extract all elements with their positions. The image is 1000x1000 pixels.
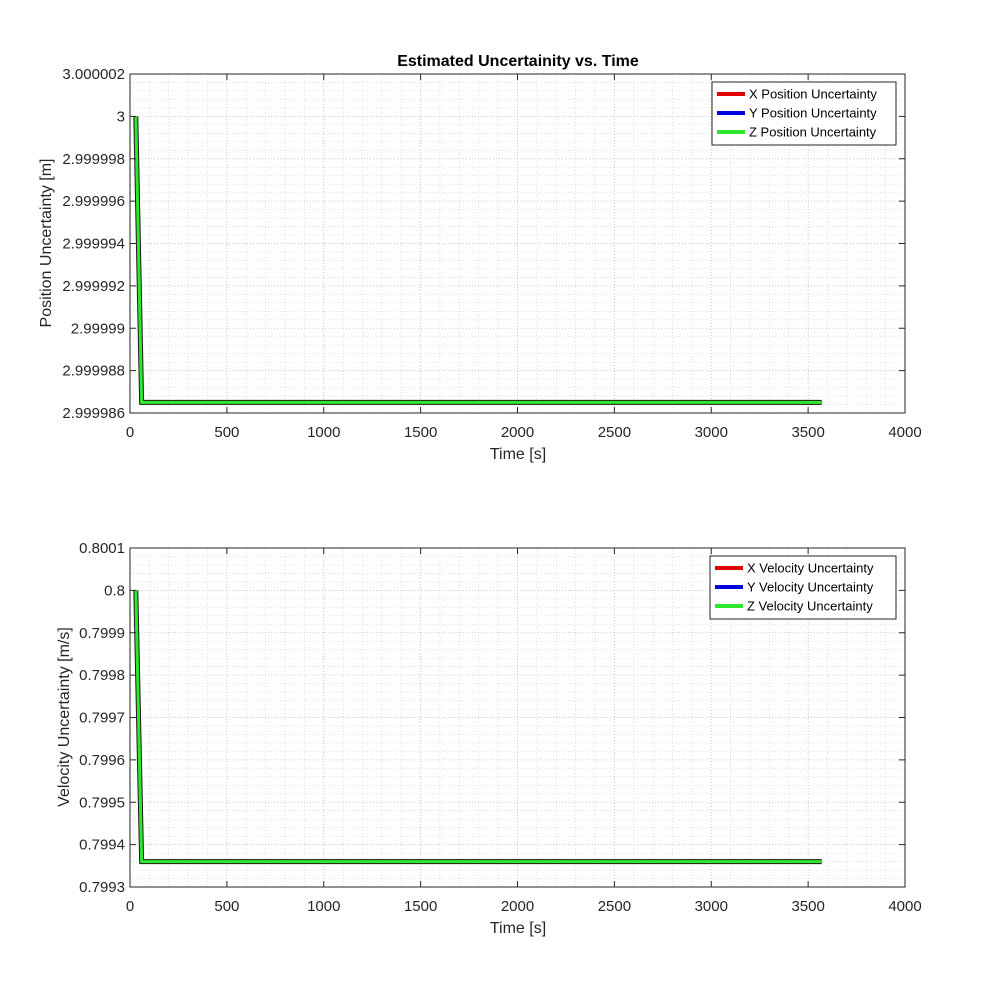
position-uncertainty-plot: Estimated Uncertainity vs. Time 0 500 1000… xyxy=(38,53,922,463)
y-tick-label: 2.999992 xyxy=(62,278,125,295)
x-tick-label: 1000 xyxy=(307,424,340,441)
x-tick-label: 3500 xyxy=(791,424,824,441)
x-tick-label: 0 xyxy=(126,898,134,915)
y-tick-label: 0.7999 xyxy=(79,625,125,642)
y-tick-label: 2.999986 xyxy=(62,405,125,422)
x-tick-label: 0 xyxy=(126,424,134,441)
x-tick-label: 4000 xyxy=(888,898,921,915)
series-line-3 xyxy=(134,116,822,404)
y-tick-label: 0.7994 xyxy=(79,837,125,854)
y-tick-label: 3 xyxy=(117,108,125,125)
legend-label: Y Position Uncertainty xyxy=(749,106,877,121)
x-tick-label: 1500 xyxy=(404,898,437,915)
series-line-3 xyxy=(134,590,822,864)
x-axis-label: Time [s] xyxy=(490,920,546,937)
chart-title: Estimated Uncertainity vs. Time xyxy=(397,53,639,70)
legend-label: Z Position Uncertainty xyxy=(749,125,877,140)
y-tick-label: 0.8001 xyxy=(79,540,125,557)
y-axis-label: Position Uncertainty [m] xyxy=(38,159,55,328)
y-tick-label: 2.999996 xyxy=(62,193,125,210)
x-tick-label: 4000 xyxy=(888,424,921,441)
y-tick-label: 3.000002 xyxy=(62,66,125,83)
y-tick-label: 0.8 xyxy=(104,582,125,599)
x-tick-label: 2000 xyxy=(501,898,534,915)
y-tick-label: 0.7995 xyxy=(79,794,125,811)
y-tick-label: 2.999998 xyxy=(62,151,125,168)
x-tick-label: 2500 xyxy=(598,424,631,441)
legend-label: Y Velocity Uncertainty xyxy=(747,580,874,595)
x-tick-label: 1500 xyxy=(404,424,437,441)
y-tick-label: 0.7998 xyxy=(79,667,125,684)
legend: X Velocity Uncertainty Y Velocity Uncerta… xyxy=(709,555,897,620)
legend-label: X Velocity Uncertainty xyxy=(747,561,874,576)
y-tick-label: 0.7997 xyxy=(79,710,125,727)
y-tick-label: 0.7993 xyxy=(79,879,125,896)
x-tick-label: 2500 xyxy=(598,898,631,915)
x-tick-label: 500 xyxy=(214,898,239,915)
velocity-uncertainty-plot: 0 500 1000 1500 2000 2500 3000 3500 4000 0.7993 0.… xyxy=(56,540,922,937)
x-tick-label: 3000 xyxy=(695,424,728,441)
y-tick-label: 2.99999 xyxy=(71,320,125,337)
y-tick-label: 2.999994 xyxy=(62,236,125,253)
legend-label: X Position Uncertainty xyxy=(749,87,877,102)
x-tick-label: 1000 xyxy=(307,898,340,915)
x-axis-label: Time [s] xyxy=(490,446,546,463)
x-tick-label: 3500 xyxy=(791,898,824,915)
legend: X Position Uncertainty Y Position Uncerta… xyxy=(711,81,897,146)
y-tick-label: 2.999988 xyxy=(62,363,125,380)
x-tick-label: 2000 xyxy=(501,424,534,441)
x-tick-label: 500 xyxy=(214,424,239,441)
x-tick-label: 3000 xyxy=(695,898,728,915)
y-tick-label: 0.7996 xyxy=(79,752,125,769)
y-axis-label: Velocity Uncertainty [m/s] xyxy=(56,627,73,807)
legend-label: Z Velocity Uncertainty xyxy=(747,599,873,614)
